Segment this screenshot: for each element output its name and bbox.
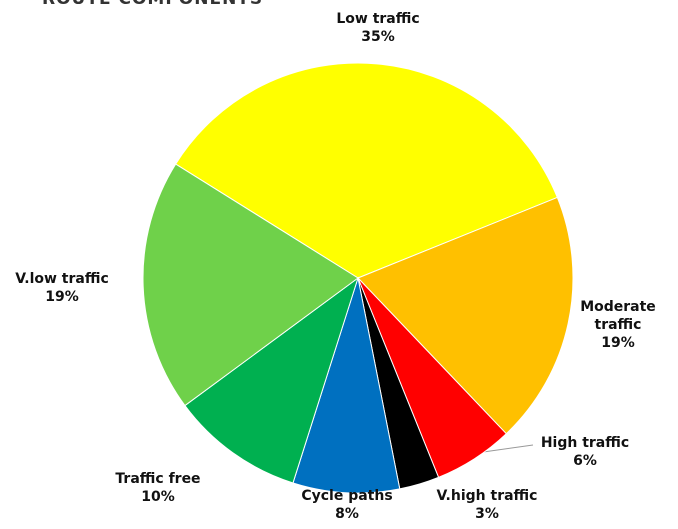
slice-name: High traffic xyxy=(540,435,630,451)
pie-slice xyxy=(357,196,574,435)
pie-slice xyxy=(142,163,359,407)
slice-value: 35% xyxy=(361,29,395,45)
slice-value: 3% xyxy=(475,506,499,522)
slice-value: 10% xyxy=(141,489,175,505)
slice-label: Traffic free 10% xyxy=(103,470,213,506)
slice-label: V.high traffic 3% xyxy=(422,487,552,523)
slice-name: V.high traffic xyxy=(436,488,538,504)
slice-name: Cycle paths xyxy=(301,488,393,504)
slice-value: 19% xyxy=(45,289,79,305)
slice-value: 6% xyxy=(573,453,597,469)
slice-label: Cycle paths 8% xyxy=(287,487,407,523)
slice-name: V.low traffic xyxy=(15,271,109,287)
slice-name: Low traffic xyxy=(336,11,420,27)
chart-title: ROUTE COMPONENTS xyxy=(42,0,263,9)
slice-label: Moderate traffic 19% xyxy=(578,298,658,352)
slice-value: 8% xyxy=(335,506,359,522)
slice-label: V.low traffic 19% xyxy=(7,270,117,306)
pie-slice xyxy=(292,277,401,494)
slice-name: Moderate traffic xyxy=(580,299,656,333)
pie-slice xyxy=(174,62,558,279)
pie-slice xyxy=(184,276,359,484)
slice-name: Traffic free xyxy=(115,471,201,487)
slice-label: Low traffic 35% xyxy=(318,10,438,46)
slice-value: 19% xyxy=(601,335,635,351)
slice-label: High traffic 6% xyxy=(530,434,640,470)
